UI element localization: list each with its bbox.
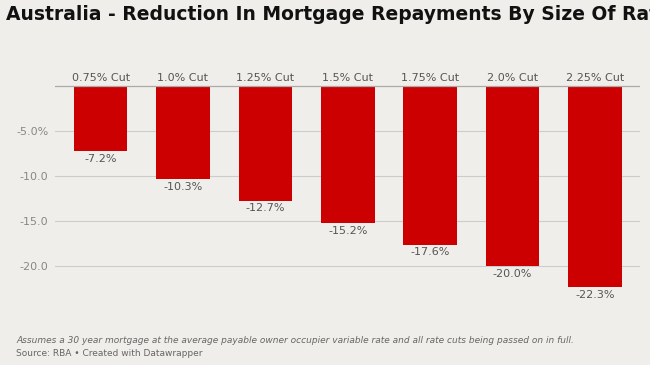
- Text: 1.0% Cut: 1.0% Cut: [157, 73, 209, 83]
- Text: Source: RBA • Created with Datawrapper: Source: RBA • Created with Datawrapper: [16, 349, 203, 358]
- Bar: [321, 87, 374, 223]
- Text: 0.75% Cut: 0.75% Cut: [72, 73, 129, 83]
- Bar: [74, 87, 127, 151]
- Text: Australia - Reduction In Mortgage Repayments By Size Of Rate Cut: Australia - Reduction In Mortgage Repaym…: [6, 5, 650, 24]
- Text: -15.2%: -15.2%: [328, 226, 367, 236]
- Bar: [486, 87, 540, 266]
- Text: 1.25% Cut: 1.25% Cut: [237, 73, 294, 83]
- Text: 2.25% Cut: 2.25% Cut: [566, 73, 624, 83]
- Text: -7.2%: -7.2%: [84, 154, 117, 164]
- Text: -22.3%: -22.3%: [575, 289, 615, 300]
- Bar: [404, 87, 457, 245]
- Text: -12.7%: -12.7%: [246, 203, 285, 213]
- Text: -20.0%: -20.0%: [493, 269, 532, 279]
- Text: 2.0% Cut: 2.0% Cut: [487, 73, 538, 83]
- Text: 1.75% Cut: 1.75% Cut: [401, 73, 459, 83]
- Bar: [568, 87, 621, 287]
- Text: -10.3%: -10.3%: [163, 182, 203, 192]
- Text: Assumes a 30 year mortgage at the average payable owner occupier variable rate a: Assumes a 30 year mortgage at the averag…: [16, 336, 574, 345]
- Text: -17.6%: -17.6%: [410, 247, 450, 257]
- Bar: [156, 87, 210, 179]
- Bar: [239, 87, 292, 201]
- Text: 1.5% Cut: 1.5% Cut: [322, 73, 373, 83]
